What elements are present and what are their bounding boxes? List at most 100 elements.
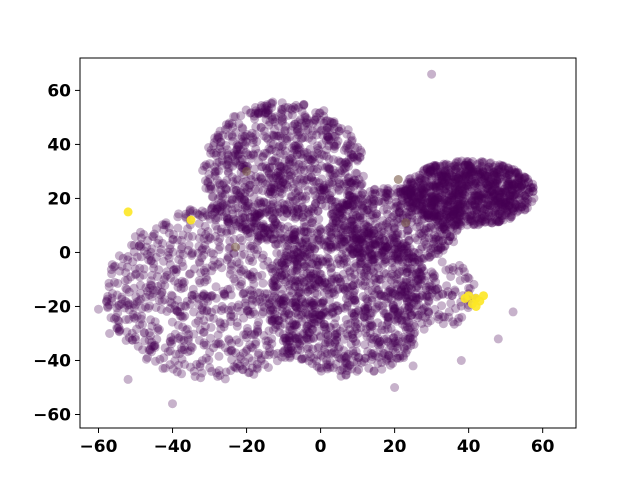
data-point bbox=[227, 130, 237, 140]
data-point bbox=[266, 187, 275, 197]
data-point bbox=[230, 150, 240, 160]
data-point bbox=[291, 227, 301, 237]
data-point bbox=[205, 348, 215, 357]
data-point bbox=[316, 366, 326, 376]
data-point bbox=[349, 247, 359, 257]
data-point bbox=[285, 159, 295, 169]
data-point bbox=[277, 189, 287, 198]
data-point bbox=[228, 209, 238, 219]
data-point bbox=[312, 124, 322, 133]
data-point bbox=[138, 320, 147, 329]
data-point bbox=[122, 262, 132, 272]
data-point bbox=[286, 234, 295, 244]
data-point bbox=[241, 225, 251, 234]
data-point bbox=[229, 274, 239, 284]
data-point bbox=[350, 194, 360, 204]
data-point bbox=[343, 186, 352, 196]
data-point bbox=[261, 115, 271, 125]
data-point bbox=[214, 351, 224, 361]
data-point bbox=[310, 116, 320, 126]
data-point bbox=[413, 217, 423, 227]
data-point bbox=[342, 176, 351, 186]
data-point bbox=[292, 150, 302, 160]
data-point bbox=[252, 227, 262, 237]
data-point bbox=[251, 144, 261, 154]
data-point bbox=[260, 109, 270, 119]
data-point bbox=[269, 180, 279, 190]
data-point bbox=[240, 182, 250, 192]
data-point bbox=[289, 166, 299, 176]
data-point bbox=[222, 200, 232, 210]
data-point bbox=[307, 204, 317, 214]
data-point bbox=[444, 264, 454, 274]
data-point bbox=[347, 178, 357, 188]
data-point bbox=[282, 161, 292, 171]
data-point bbox=[419, 303, 429, 313]
data-point bbox=[324, 164, 334, 174]
highlight-point bbox=[242, 166, 252, 176]
data-point bbox=[471, 205, 481, 215]
data-point bbox=[245, 285, 255, 295]
data-point bbox=[275, 166, 285, 176]
data-point bbox=[342, 190, 352, 200]
data-point bbox=[264, 229, 274, 239]
data-point bbox=[274, 142, 284, 152]
data-point bbox=[284, 157, 294, 167]
data-point bbox=[263, 106, 273, 116]
data-point bbox=[249, 164, 259, 174]
data-point bbox=[242, 323, 252, 333]
y-tick-label: 60 bbox=[47, 81, 71, 101]
data-point bbox=[256, 123, 266, 133]
data-point bbox=[227, 195, 237, 205]
data-point bbox=[210, 171, 220, 181]
data-point bbox=[275, 161, 285, 171]
data-point bbox=[327, 229, 337, 239]
data-point bbox=[202, 162, 212, 172]
data-point bbox=[173, 320, 183, 330]
data-point bbox=[234, 119, 244, 129]
data-point bbox=[237, 224, 247, 234]
data-point bbox=[241, 105, 251, 115]
data-point bbox=[342, 366, 352, 376]
data-point bbox=[282, 135, 292, 145]
data-point bbox=[236, 250, 246, 260]
data-point bbox=[287, 325, 297, 335]
data-point bbox=[314, 178, 324, 188]
data-point bbox=[258, 151, 268, 161]
data-point bbox=[267, 222, 277, 232]
data-point bbox=[238, 365, 248, 375]
data-point bbox=[194, 257, 204, 267]
data-point bbox=[475, 168, 485, 178]
highlight-point bbox=[231, 242, 240, 252]
data-point bbox=[292, 339, 302, 349]
data-point bbox=[260, 224, 270, 234]
data-point bbox=[258, 223, 268, 233]
data-point bbox=[332, 140, 342, 149]
data-point bbox=[241, 176, 251, 186]
data-point bbox=[339, 164, 349, 174]
data-point bbox=[254, 109, 264, 119]
data-point bbox=[197, 245, 207, 255]
data-point bbox=[213, 202, 223, 212]
data-point bbox=[264, 144, 274, 154]
data-point bbox=[245, 180, 255, 190]
data-point bbox=[238, 200, 247, 210]
data-point bbox=[321, 116, 331, 126]
data-point bbox=[224, 120, 234, 129]
data-point bbox=[301, 194, 311, 204]
data-point bbox=[262, 235, 272, 245]
data-point bbox=[259, 228, 269, 238]
highlight-point bbox=[393, 175, 403, 184]
data-point bbox=[213, 225, 222, 234]
data-point bbox=[158, 220, 168, 230]
x-tick-label: 40 bbox=[457, 437, 481, 457]
data-point bbox=[114, 322, 124, 332]
data-point bbox=[199, 298, 209, 308]
data-point bbox=[338, 200, 348, 210]
data-point bbox=[232, 144, 242, 154]
data-point bbox=[347, 193, 357, 203]
data-point bbox=[241, 148, 251, 158]
data-point bbox=[210, 133, 220, 143]
data-point bbox=[235, 215, 245, 225]
data-point bbox=[223, 347, 233, 357]
